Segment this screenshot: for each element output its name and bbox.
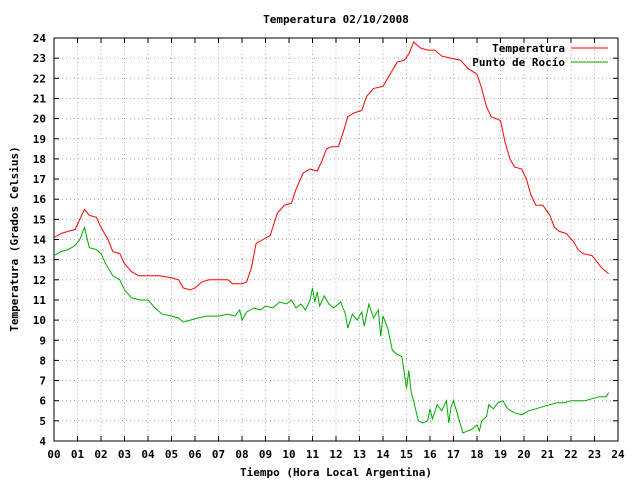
x-tick-label: 17 bbox=[447, 448, 460, 461]
x-tick-label: 04 bbox=[141, 448, 155, 461]
y-tick-label: 18 bbox=[33, 153, 46, 166]
x-tick-label: 21 bbox=[541, 448, 555, 461]
legend-label-punto-de-rocio: Punto de Rocío bbox=[472, 56, 565, 69]
x-tick-label: 22 bbox=[564, 448, 577, 461]
x-tick-label: 20 bbox=[517, 448, 530, 461]
grid-lines bbox=[54, 38, 618, 441]
series-line-punto-de-rocio bbox=[53, 225, 610, 434]
x-tick-label: 23 bbox=[588, 448, 601, 461]
y-tick-label: 5 bbox=[39, 415, 46, 428]
y-tick-label: 13 bbox=[33, 254, 46, 267]
x-tick-label: 13 bbox=[353, 448, 366, 461]
x-tick-label: 14 bbox=[376, 448, 390, 461]
y-tick-label: 6 bbox=[39, 395, 46, 408]
y-tick-label: 4 bbox=[39, 435, 46, 448]
y-tick-label: 17 bbox=[33, 173, 46, 186]
x-tick-label: 01 bbox=[71, 448, 85, 461]
y-tick-label: 10 bbox=[33, 314, 46, 327]
legend: Temperatura Punto de Rocío bbox=[472, 42, 608, 69]
y-tick-label: 16 bbox=[33, 193, 47, 206]
y-tick-label: 14 bbox=[33, 234, 47, 247]
y-axis-label: Temperatura (Grados Celsius) bbox=[8, 146, 21, 331]
chart-title: Temperatura 02/10/2008 bbox=[263, 13, 409, 26]
x-axis-label: Tiempo (Hora Local Argentina) bbox=[240, 466, 432, 479]
x-tick-label: 09 bbox=[259, 448, 272, 461]
x-tick-label: 07 bbox=[212, 448, 225, 461]
x-tick-label: 18 bbox=[470, 448, 483, 461]
y-tick-label: 20 bbox=[33, 113, 46, 126]
x-tick-label: 12 bbox=[329, 448, 342, 461]
legend-label-temperatura: Temperatura bbox=[492, 42, 565, 55]
x-tick-label: 03 bbox=[118, 448, 131, 461]
y-tick-label: 24 bbox=[33, 32, 47, 45]
x-tick-label: 15 bbox=[400, 448, 413, 461]
series-layer bbox=[53, 41, 610, 434]
y-tick-label: 7 bbox=[39, 375, 46, 388]
y-tick-label: 9 bbox=[39, 334, 46, 347]
y-tick-label: 22 bbox=[33, 72, 46, 85]
y-tick-label: 19 bbox=[33, 133, 46, 146]
y-tick-label: 8 bbox=[39, 354, 46, 367]
series-line-temperatura bbox=[53, 41, 609, 291]
y-tick-label: 12 bbox=[33, 274, 46, 287]
y-tick-label: 23 bbox=[33, 52, 46, 65]
x-tick-label: 05 bbox=[165, 448, 178, 461]
axis-ticks: 4 5 6 7 8 9 10 11 12 13 14 15 16 17 18 19 20 21 22 23 24 00 01… bbox=[33, 32, 625, 461]
x-tick-label: 08 bbox=[235, 448, 248, 461]
x-tick-label: 16 bbox=[423, 448, 437, 461]
y-tick-label: 15 bbox=[33, 213, 46, 226]
x-tick-label: 02 bbox=[94, 448, 107, 461]
y-tick-label: 21 bbox=[33, 92, 47, 105]
x-tick-label: 00 bbox=[47, 448, 60, 461]
y-tick-label: 11 bbox=[33, 294, 47, 307]
x-tick-label: 24 bbox=[611, 448, 625, 461]
x-tick-label: 11 bbox=[306, 448, 320, 461]
x-tick-label: 19 bbox=[494, 448, 507, 461]
x-tick-label: 10 bbox=[282, 448, 295, 461]
x-tick-label: 06 bbox=[188, 448, 202, 461]
